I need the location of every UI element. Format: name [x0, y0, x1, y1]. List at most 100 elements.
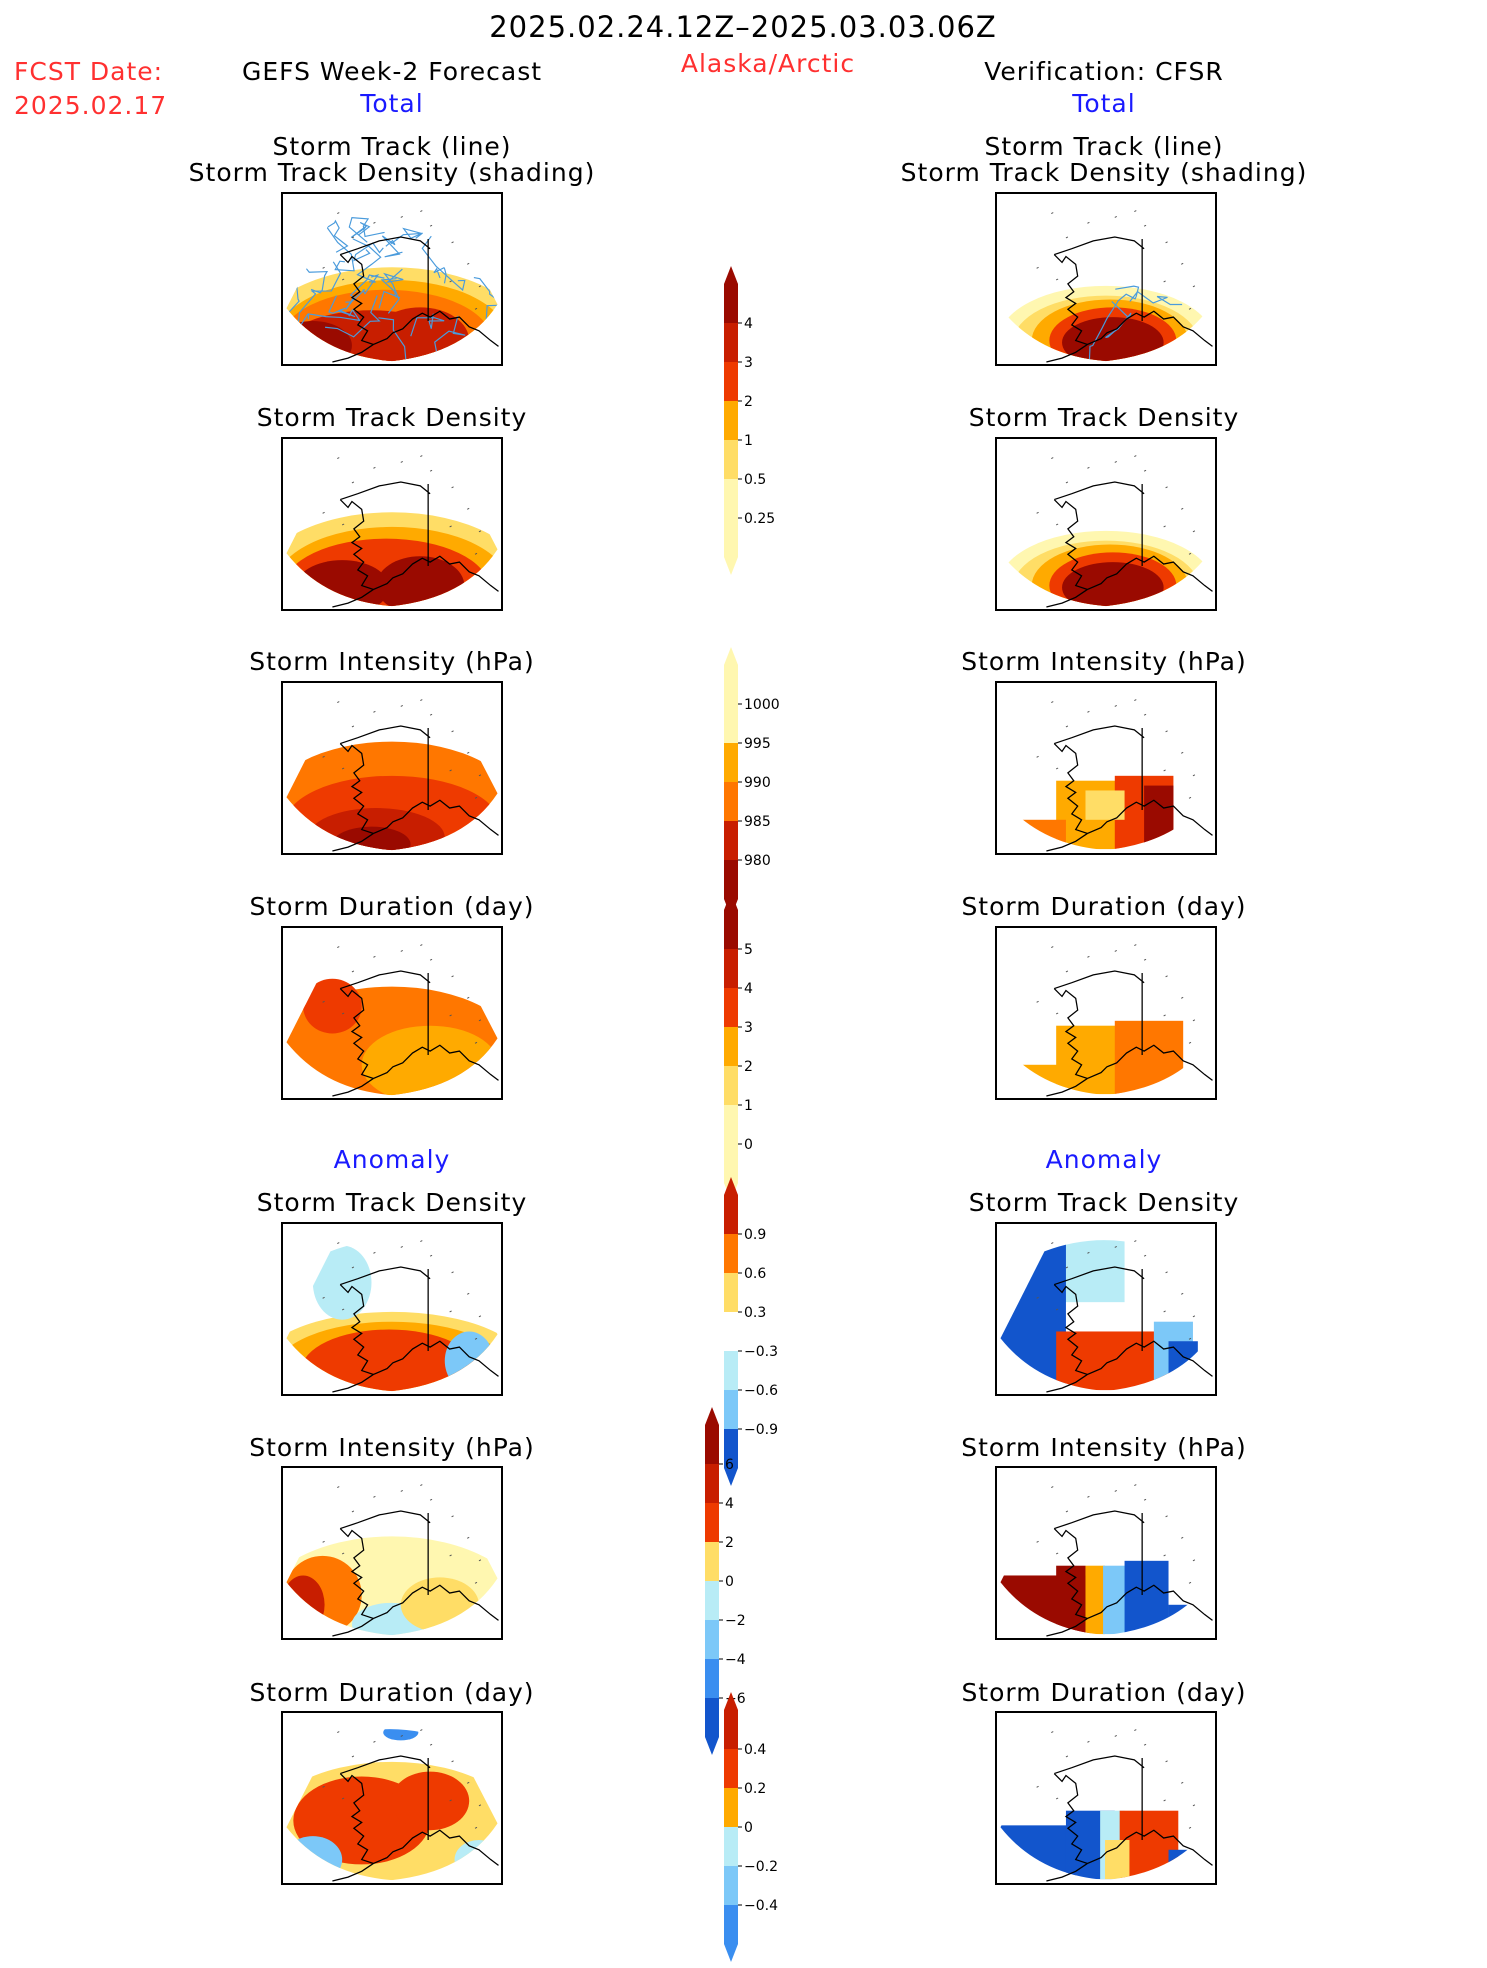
left-track-line-title: Storm Track (line)	[272, 132, 512, 161]
right-duration-title: Storm Duration (day)	[961, 892, 1247, 921]
colorbar-segment	[724, 440, 738, 479]
graticule-dots	[322, 944, 482, 1044]
colorbar-segment	[724, 988, 738, 1027]
shading-layer	[286, 741, 498, 851]
alaska-coastline	[1046, 1266, 1213, 1393]
colorbar-density-anomaly: 0.9 0.6 0.3 −0.3 −0.6 −0.9	[718, 1175, 788, 1492]
colorbar-segment	[724, 1827, 738, 1866]
alaska-coastline	[332, 1266, 499, 1393]
left-column-title: GEFS Week-2 Forecast	[241, 57, 543, 86]
alaska-coastline	[1046, 725, 1213, 852]
colorbar-tick-label: 0	[744, 1137, 753, 1153]
shading-layer	[286, 1729, 498, 1881]
shading-layer	[1000, 1810, 1208, 1881]
colorbar-tick-label: 0.6	[744, 1266, 766, 1282]
colorbar-tick-label: 985	[744, 814, 771, 830]
left-density-title: Storm Track Density	[256, 403, 528, 432]
map-gefs-duration-anomaly	[281, 1711, 503, 1885]
alaska-coastline	[332, 970, 499, 1097]
map-canvas	[286, 1729, 499, 1882]
map-gefs-track-density-total	[281, 192, 503, 366]
colorbar-segment	[724, 1144, 738, 1183]
colorbar-segment	[724, 1866, 738, 1905]
graticule-dots	[1036, 210, 1196, 310]
colorbar-tick-label: 0.3	[744, 1305, 766, 1321]
colorbar-segment	[724, 1788, 738, 1827]
colorbar-tick-label: 995	[744, 736, 771, 752]
colorbar-segment	[724, 821, 738, 860]
period-title: 2025.02.24.12Z–2025.03.03.06Z	[489, 10, 997, 44]
colorbar-duration-anomaly: 0.4 0.2 0 −0.2 −0.4	[718, 1690, 788, 1968]
map-canvas	[1000, 1729, 1213, 1882]
colorbar-segment	[724, 1105, 738, 1144]
colorbar-arrow	[724, 892, 738, 910]
colorbar-segment	[724, 782, 738, 821]
colorbar-segment	[724, 518, 738, 557]
colorbar-segment	[724, 949, 738, 988]
colorbar-segment	[705, 1698, 719, 1737]
map-cfsr-intensity-total	[995, 681, 1217, 855]
colorbar-tick-label: 990	[744, 775, 771, 791]
colorbar-segment	[724, 479, 738, 518]
right-anom-intensity-title: Storm Intensity (hPa)	[961, 1433, 1247, 1462]
right-anom-density-title: Storm Track Density	[968, 1188, 1240, 1217]
alaska-coastline	[1046, 1755, 1213, 1882]
right-total-label: Total	[1072, 89, 1136, 118]
fcst-date-value: 2025.02.17	[14, 91, 168, 120]
colorbar-tick-label: −0.3	[744, 1344, 778, 1360]
colorbar-segment	[705, 1542, 719, 1581]
colorbar-segment	[724, 910, 738, 949]
colorbar-arrow	[724, 266, 738, 284]
graticule-dots	[1036, 944, 1196, 1044]
alaska-coastline	[1046, 970, 1213, 1097]
shading-layer	[1007, 775, 1174, 850]
colorbar-segment	[724, 1027, 738, 1066]
map-canvas	[286, 210, 499, 363]
fcst-date-label: FCST Date:	[14, 57, 164, 86]
colorbar-arrow	[705, 1737, 719, 1755]
right-intensity-title: Storm Intensity (hPa)	[961, 647, 1247, 676]
alaska-coastline	[332, 1510, 499, 1637]
colorbar-segment	[724, 1066, 738, 1105]
colorbar-arrow	[724, 557, 738, 575]
map-canvas	[286, 1240, 499, 1393]
colorbar-segment	[705, 1620, 719, 1659]
colorbar-tick-label: 1000	[744, 697, 780, 713]
colorbar-arrow	[724, 647, 738, 665]
colorbar-tick-label: 3	[744, 355, 753, 371]
map-canvas	[286, 699, 499, 852]
left-anom-density-title: Storm Track Density	[256, 1188, 528, 1217]
colorbar-segment	[705, 1425, 719, 1464]
colorbar-tick-label: 0.9	[744, 1227, 766, 1243]
colorbar-segment	[724, 665, 738, 704]
colorbar-segment	[724, 1710, 738, 1749]
colorbar-tick-label: 5	[744, 942, 753, 958]
map-cfsr-intensity-anomaly	[995, 1466, 1217, 1640]
colorbar-arrow	[724, 1944, 738, 1962]
graticule-dots	[322, 455, 482, 555]
left-anom-intensity-title: Storm Intensity (hPa)	[249, 1433, 535, 1462]
colorbar-arrow	[705, 1407, 719, 1425]
colorbar-tick-label: −2	[725, 1613, 746, 1629]
colorbar-segment	[724, 860, 738, 899]
graticule-dots	[1036, 1240, 1196, 1340]
right-density-title: Storm Track Density	[968, 403, 1240, 432]
colorbar-tick-label: 1	[744, 433, 753, 449]
colorbar-segment	[705, 1464, 719, 1503]
map-canvas	[1000, 1484, 1213, 1637]
colorbar-duration-total: 5 4 3 2 1 0	[718, 890, 788, 1207]
colorbar-segment	[724, 284, 738, 323]
graticule-dots	[1036, 1729, 1196, 1829]
colorbar-tick-label: 1	[744, 1098, 753, 1114]
graticule-dots	[322, 1240, 482, 1340]
alaska-coastline	[1046, 1510, 1213, 1637]
left-track-shading-title: Storm Track Density (shading)	[188, 158, 596, 187]
left-anom-duration-title: Storm Duration (day)	[249, 1678, 535, 1707]
right-column-title: Verification: CFSR	[984, 57, 1224, 86]
colorbar-tick-label: 0	[744, 1820, 753, 1836]
colorbar-segment	[724, 401, 738, 440]
graticule-dots	[322, 1484, 482, 1584]
colorbar-segment	[724, 704, 738, 743]
colorbar-segment	[724, 1234, 738, 1273]
colorbar-density-total: 4 3 2 1 0.5 0.25	[718, 264, 788, 581]
